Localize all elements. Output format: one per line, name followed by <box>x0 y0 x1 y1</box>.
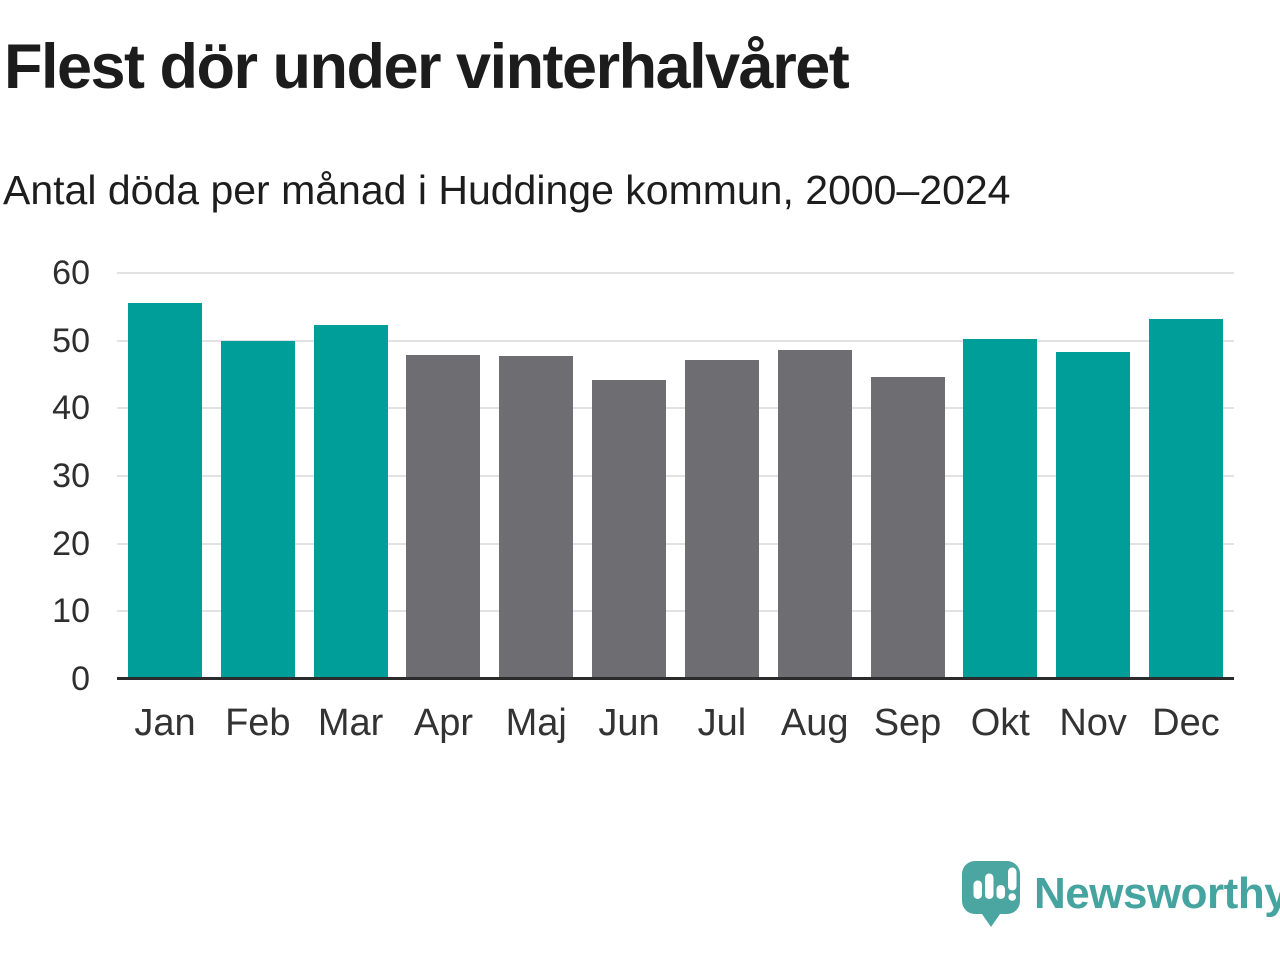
bar-apr <box>406 354 481 679</box>
x-label-jan: Jan <box>134 702 196 744</box>
bar-jul <box>684 359 759 679</box>
bar-jun <box>592 379 667 679</box>
newsworthy-speech-bubble-bar-chart-icon <box>962 861 1020 927</box>
chart-subtitle: Antal döda per månad i Huddinge kommun, … <box>3 167 1011 213</box>
y-axis: 0 10 20 30 40 50 60 <box>0 256 100 696</box>
y-tick-label-30: 30 <box>52 457 90 495</box>
x-label-jun: Jun <box>598 702 660 744</box>
gridline-40 <box>117 407 1234 410</box>
y-tick-label-0: 0 <box>71 660 90 698</box>
plot-area <box>117 272 1234 680</box>
y-tick-label-50: 50 <box>52 321 90 360</box>
x-label-feb: Feb <box>225 702 291 744</box>
bar-jan <box>128 302 202 679</box>
x-label-jul: Jul <box>697 702 747 744</box>
x-label-sep: Sep <box>873 702 942 744</box>
bar-dec <box>1148 319 1223 679</box>
gridline-30 <box>117 475 1234 477</box>
chart-title: Flest dör under vinterhalvåret <box>4 32 850 102</box>
y-tick-label-40: 40 <box>52 389 90 428</box>
x-label-apr: Apr <box>413 702 473 744</box>
x-label-nov: Nov <box>1059 702 1127 744</box>
bar-okt <box>963 339 1038 679</box>
bar-sep <box>870 376 945 679</box>
x-label-aug: Aug <box>780 702 849 744</box>
gridline-60 <box>117 272 1234 274</box>
y-tick-label-10: 10 <box>52 592 90 631</box>
x-axis-line <box>117 677 1234 680</box>
bar-feb <box>220 341 295 679</box>
y-tick-label-20: 20 <box>52 524 90 563</box>
gridline-10 <box>117 610 1234 613</box>
gridline-50 <box>117 339 1234 342</box>
gridline-20 <box>117 542 1234 545</box>
x-label-maj: Maj <box>505 702 567 744</box>
x-label-mar: Mar <box>317 702 384 744</box>
x-axis-labels: Jan Feb Mar Apr Maj Jun Jul Aug Sep Okt Nov Dec <box>117 699 1234 747</box>
y-tick-label-60: 60 <box>52 254 90 292</box>
bar-mar <box>313 325 388 679</box>
newsworthy-logo: Newsworthy <box>962 861 1280 927</box>
x-label-dec: Dec <box>1152 702 1220 744</box>
bar-aug <box>777 350 852 679</box>
bar-maj <box>499 355 574 679</box>
bar-nov <box>1056 351 1131 679</box>
x-label-okt: Okt <box>970 702 1030 744</box>
newsworthy-wordmark: Newsworthy <box>1034 869 1280 918</box>
